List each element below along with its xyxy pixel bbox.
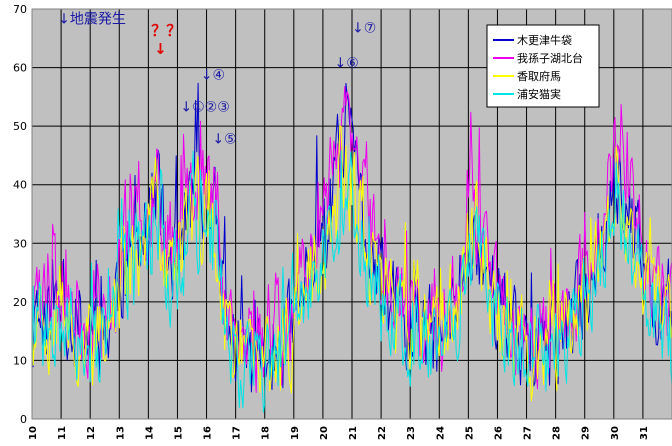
annotation-label: ↓地震発生	[58, 12, 126, 28]
y-tick-label: 40	[13, 179, 27, 192]
x-tick-label: 11	[57, 426, 68, 440]
x-tick-label: 21	[348, 426, 359, 440]
x-tick-label: 22	[377, 426, 388, 440]
x-tick-label: 31	[639, 426, 650, 440]
x-tick-label: 24	[435, 426, 446, 440]
annotation-label: ↓①②③	[180, 100, 229, 116]
y-tick-label: 20	[13, 296, 27, 309]
x-tick-label: 27	[523, 426, 534, 440]
y-tick-label: 70	[13, 3, 27, 16]
x-tick-label: 12	[86, 426, 97, 440]
x-tick-label: 26	[493, 426, 504, 440]
x-tick-label: 15	[173, 426, 184, 440]
plot-border	[31, 8, 672, 420]
x-tick-label: 16	[203, 426, 214, 440]
series-line	[31, 125, 672, 402]
annotation-label: ↓⑤	[212, 132, 236, 148]
series-line	[31, 86, 672, 393]
annotations: ↓地震発生 ？？↓ ↓④ ↓①②③ ↓⑤ ↓⑥ ↓⑦	[58, 12, 376, 148]
x-tick-label: 18	[261, 426, 272, 440]
x-tick-label: 13	[115, 426, 126, 440]
series-layer	[31, 82, 672, 413]
x-tick-label: 30	[610, 426, 621, 440]
annotation-label: ↓	[154, 40, 167, 58]
x-tick-label: 29	[581, 426, 592, 440]
x-tick-label: 14	[144, 426, 155, 440]
annotation-label: ↓⑦	[352, 20, 376, 36]
y-tick-label: 0	[20, 413, 27, 426]
x-tick-label: 17	[232, 426, 243, 440]
y-axis-ticks: 0 10 20 30 40 50 60 70	[13, 3, 27, 426]
y-tick-label: 10	[13, 354, 27, 367]
x-axis-ticks: 10 11 12 13 14 15 16 17 18 19 20 21 22 23 24 25 26 27 28 29…	[28, 426, 650, 440]
y-tick-label: 50	[13, 120, 27, 133]
legend-label: 我孫子湖北台	[517, 51, 583, 65]
x-tick-label: 10	[28, 426, 39, 440]
x-tick-label: 25	[464, 426, 475, 440]
y-tick-label: 30	[13, 237, 27, 250]
x-tick-label: 20	[319, 426, 330, 440]
annotation-label: ？？	[151, 21, 181, 39]
legend-label: 浦安猫実	[517, 87, 561, 101]
legend-label: 木更津牛袋	[517, 33, 572, 47]
legend-label: 香取府馬	[517, 69, 561, 83]
annotation-label: ↓④	[201, 67, 225, 83]
y-tick-label: 60	[13, 62, 27, 75]
x-tick-label: 28	[552, 426, 563, 440]
series-line	[31, 150, 672, 413]
x-tick-label: 19	[290, 426, 301, 440]
x-tick-label: 23	[406, 426, 417, 440]
annotation-label: ↓⑥	[335, 56, 359, 72]
